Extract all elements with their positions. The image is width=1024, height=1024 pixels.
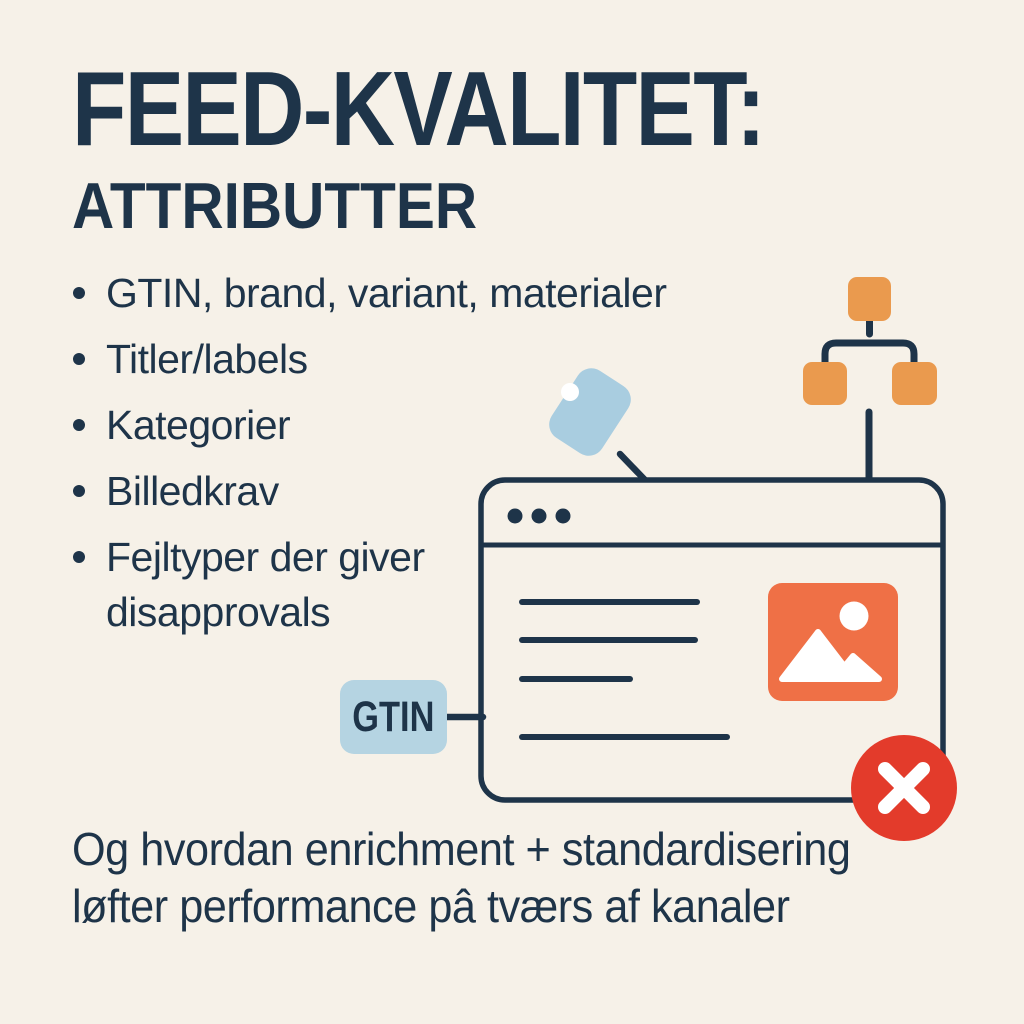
sun-glyph	[839, 601, 869, 631]
tag-string-line	[616, 450, 649, 484]
bullet-item-categories: Kategorier	[72, 398, 762, 453]
tree-child-node-right	[892, 362, 937, 405]
tree-child-node-left	[803, 362, 847, 405]
page-text-lines	[519, 599, 730, 740]
mountain-small	[831, 653, 882, 682]
footer-line-2: løfter performance pâ tværs af kanaler	[72, 880, 790, 932]
category-tree-icon	[803, 277, 937, 486]
gtin-chip: GTIN	[340, 680, 447, 754]
mountain-large	[779, 629, 857, 682]
price-tag-icon	[549, 368, 649, 484]
attributes-bullet-list: GTIN, brand, variant, materialer Titler/…	[72, 266, 762, 651]
footer-text: Og hvordan enrichment + standardisering …	[72, 821, 851, 935]
title-line-2: ATTRIBUTTER	[72, 169, 478, 242]
window-control-dots	[507, 508, 571, 524]
bullet-item-error-types: Fejltyper der giver disapprovals	[72, 530, 526, 640]
title-line-1: FEED-KVALITET:	[72, 50, 766, 168]
bullet-item-titles-labels: Titler/labels	[72, 332, 762, 387]
tag-hole	[561, 383, 579, 401]
browser-window	[478, 477, 946, 803]
tree-parent-node	[848, 277, 891, 321]
error-x-icon	[851, 735, 957, 841]
bullet-item-gtin-brand: GTIN, brand, variant, materialer	[72, 266, 762, 321]
footer-line-1: Og hvordan enrichment + standardisering	[72, 823, 851, 875]
image-placeholder-icon	[768, 583, 898, 701]
gtin-chip-label: GTIN	[352, 692, 435, 741]
page-title: FEED-KVALITET: ATTRIBUTTER	[72, 56, 896, 238]
bullet-item-image-requirements: Billedkrav	[72, 464, 762, 519]
